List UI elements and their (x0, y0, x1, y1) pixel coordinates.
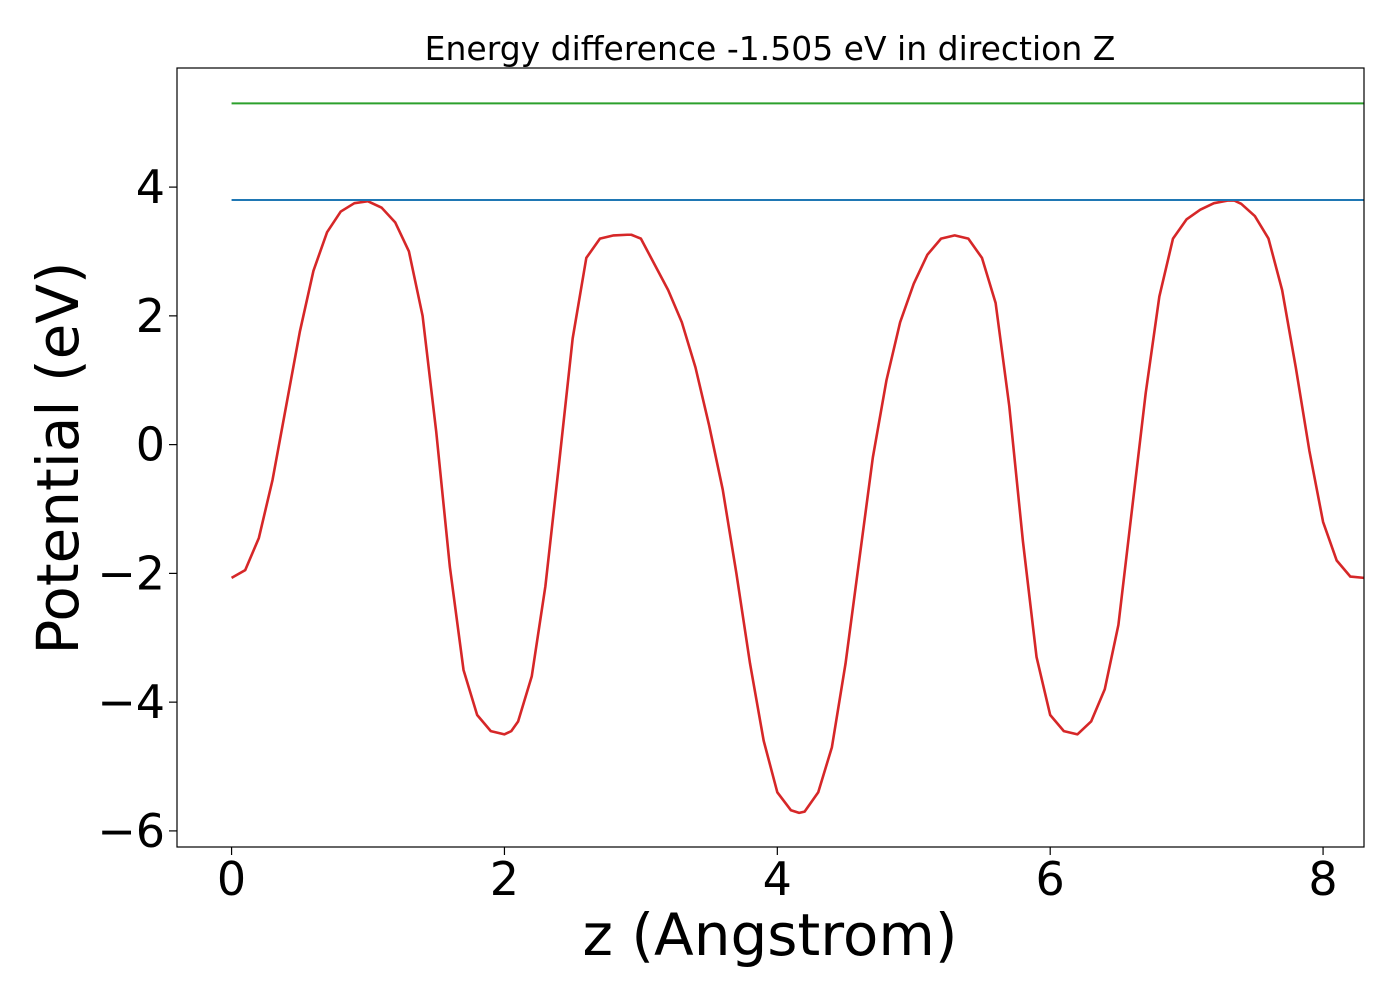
y-tick-label: −4 (97, 675, 165, 729)
x-tick-label: 0 (217, 852, 246, 906)
x-tick-label: 8 (1308, 852, 1337, 906)
y-tick-label: −6 (97, 804, 165, 858)
y-tick-label: 4 (136, 160, 165, 214)
y-tick-label: 2 (136, 289, 165, 343)
x-tick-label: 4 (763, 852, 792, 906)
plot-frame (176, 67, 1365, 848)
y-axis-label: Potential (eV) (24, 261, 92, 654)
chart-title: Energy difference -1.505 eV in direction… (425, 29, 1116, 68)
x-axis-ticks: 0 2 4 6 8 (217, 847, 1338, 906)
potential-line (230, 199, 1365, 815)
x-axis-label: z (Angstrom) (583, 901, 958, 969)
plot-series (230, 102, 1365, 815)
y-tick-label: −2 (97, 546, 165, 600)
y-tick-label: 0 (136, 418, 165, 472)
y-axis-ticks: −6 −4 −2 0 2 4 (97, 160, 177, 858)
x-tick-label: 6 (1036, 852, 1065, 906)
x-tick-label: 2 (490, 852, 519, 906)
